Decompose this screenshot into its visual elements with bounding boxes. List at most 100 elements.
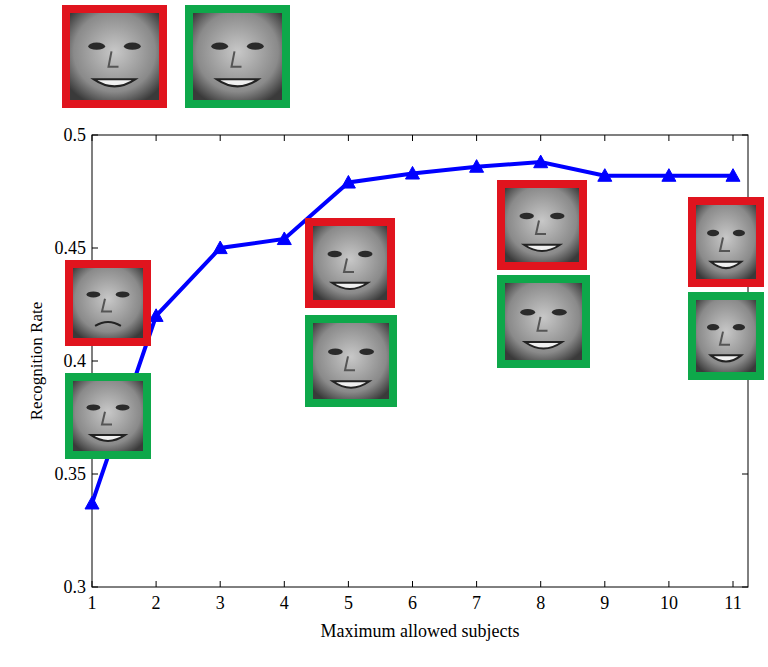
face-eye (520, 213, 534, 219)
face-eye (116, 404, 130, 410)
face-thumbnail (189, 9, 286, 104)
y-tick (92, 474, 98, 475)
x-tick (604, 135, 605, 141)
x-tick (733, 581, 734, 587)
face-thumbnail (66, 9, 163, 104)
face-box (309, 222, 391, 304)
face-thumbnail (309, 222, 391, 304)
face-mouth (332, 283, 368, 289)
face-eye (124, 43, 141, 50)
face-eye (211, 43, 228, 50)
x-axis-title: Maximum allowed subjects (321, 621, 520, 641)
face-nose (720, 332, 730, 345)
face-box (692, 296, 760, 376)
face-box (66, 9, 163, 104)
y-tick-label: 0.4 (64, 351, 87, 371)
data-line (92, 162, 733, 503)
x-tick-label: 11 (724, 593, 741, 613)
x-tick (92, 135, 93, 141)
face-eye (707, 324, 719, 330)
x-tick-label: 10 (660, 593, 678, 613)
face-nose (536, 221, 546, 235)
data-marker (149, 309, 163, 322)
x-tick (604, 581, 605, 587)
face-thumbnail (309, 319, 393, 403)
data-marker (341, 175, 355, 188)
x-tick-label: 9 (600, 593, 609, 613)
data-marker (470, 160, 484, 173)
face-thumbnail (501, 184, 583, 266)
y-tick (92, 135, 98, 136)
face-eye (733, 324, 745, 330)
face-mouth (333, 381, 370, 387)
x-tick (668, 135, 669, 141)
x-tick-label: 4 (280, 593, 289, 613)
x-tick (284, 581, 285, 587)
face-box (501, 279, 586, 364)
y-tick-label: 0.35 (55, 464, 87, 484)
y-tick-label: 0.45 (55, 238, 87, 258)
face-eye (359, 349, 374, 355)
x-tick (668, 581, 669, 587)
x-tick (156, 581, 157, 587)
face-thumbnail (69, 377, 147, 455)
face-eye (520, 309, 535, 316)
data-marker (534, 155, 548, 168)
face-eye (87, 404, 101, 410)
y-tick (742, 135, 748, 136)
x-tick (156, 135, 157, 141)
face-mouth (711, 262, 741, 268)
y-tick (742, 474, 748, 475)
face-box (189, 9, 286, 104)
face-mouth (525, 342, 562, 349)
face-eye (552, 309, 567, 316)
y-tick (742, 587, 748, 588)
face-box (69, 264, 147, 342)
y-tick (92, 361, 98, 362)
data-marker (726, 169, 740, 182)
face-thumbnail (692, 296, 760, 376)
x-tick-label: 7 (472, 593, 481, 613)
x-tick (284, 135, 285, 141)
x-tick-label: 6 (408, 593, 417, 613)
face-nose (102, 299, 112, 312)
plot-frame (92, 135, 748, 587)
face-thumbnail (692, 201, 760, 283)
data-marker (406, 166, 420, 179)
y-tick (92, 587, 98, 588)
face-nose (232, 51, 242, 66)
face-mouth (95, 322, 121, 326)
x-tick-label: 2 (152, 593, 161, 613)
x-tick (476, 135, 477, 141)
data-marker (598, 169, 612, 182)
data-marker (662, 169, 676, 182)
face-box (692, 201, 760, 283)
face-eye (328, 349, 343, 355)
x-tick-label: 1 (88, 593, 97, 613)
face-nose (109, 51, 119, 66)
x-tick (220, 135, 221, 141)
face-nose (102, 412, 112, 425)
data-marker (213, 241, 227, 254)
y-axis-title: Recognition Rate (27, 302, 46, 421)
x-tick (348, 581, 349, 587)
data-group (85, 155, 740, 509)
x-tick (412, 135, 413, 141)
face-eye (550, 213, 564, 219)
x-tick (733, 135, 734, 141)
face-nose (720, 238, 730, 252)
x-tick-label: 3 (216, 593, 225, 613)
x-tick (412, 581, 413, 587)
face-eye (358, 251, 372, 257)
x-tick (92, 581, 93, 587)
face-nose (344, 259, 354, 273)
face-eye (116, 291, 130, 297)
chart: 0.30.350.40.450.51234567891011Maximum al… (0, 0, 768, 667)
face-eye (733, 230, 745, 236)
x-tick-label: 8 (536, 593, 545, 613)
face-mouth (217, 79, 259, 86)
y-tick-label: 0.3 (64, 577, 87, 597)
x-tick (540, 135, 541, 141)
face-thumbnail (69, 264, 147, 342)
face-eye (88, 43, 105, 50)
